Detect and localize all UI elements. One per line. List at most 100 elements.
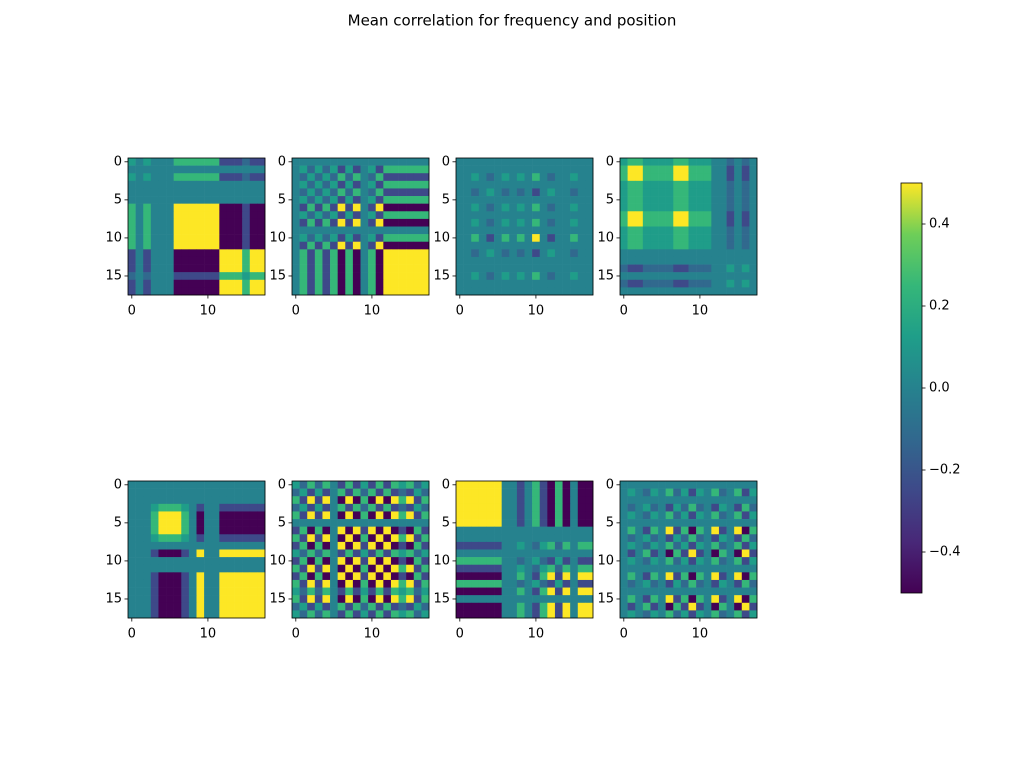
heatmap-cell: [196, 587, 205, 596]
heatmap-cell: [330, 534, 338, 543]
heatmap-cell: [383, 203, 392, 212]
heatmap-cell: [135, 557, 144, 566]
heatmap-cell: [219, 165, 228, 174]
heatmap-cell: [330, 579, 338, 588]
heatmap-cell: [307, 549, 316, 558]
heatmap-cell: [627, 272, 636, 281]
heatmap-cell: [375, 203, 384, 212]
heatmap-cell: [398, 526, 407, 535]
heatmap-cell: [554, 158, 563, 166]
heatmap-cell: [398, 264, 407, 273]
heatmap-cell: [680, 526, 689, 535]
heatmap-cell: [696, 173, 705, 182]
heatmap-cell: [292, 587, 300, 596]
heatmap-cell: [398, 188, 407, 197]
heatmap-cell: [204, 610, 213, 619]
heatmap-cell: [547, 579, 556, 588]
heatmap-cell: [383, 234, 392, 243]
heatmap-cell: [501, 549, 510, 558]
heatmap-cell: [299, 180, 308, 189]
heatmap-cell: [509, 564, 518, 573]
heatmap-cell: [337, 541, 346, 550]
heatmap-cell: [658, 541, 666, 550]
heatmap-cell: [406, 519, 415, 527]
heatmap-cell: [562, 180, 571, 189]
heatmap-cell: [539, 488, 548, 497]
heatmap-cell: [219, 526, 228, 535]
heatmap-cell: [680, 557, 689, 566]
heatmap-cell: [570, 557, 579, 566]
heatmap-cell: [635, 226, 644, 235]
heatmap-cell: [486, 226, 495, 235]
heatmap-cell: [390, 249, 399, 258]
heatmap-cell: [413, 572, 422, 581]
heatmap-cell: [673, 496, 682, 505]
heatmap-cell: [150, 226, 159, 235]
heatmap-cell: [673, 564, 682, 573]
heatmap-cell: [383, 165, 392, 174]
heatmap-cell: [703, 557, 712, 566]
heatmap-cell: [673, 158, 682, 166]
heatmap-cell: [322, 587, 331, 596]
heatmap-cell: [219, 488, 228, 497]
heatmap-cell: [749, 579, 758, 588]
heatmap-cell: [696, 241, 705, 250]
heatmap-cell: [249, 534, 258, 543]
heatmap-cell: [188, 511, 197, 520]
heatmap-cell: [524, 541, 533, 550]
heatmap-cell: [562, 488, 571, 497]
heatmap-cell: [226, 226, 235, 235]
heatmap-cell: [711, 196, 720, 204]
heatmap-cell: [673, 534, 682, 543]
heatmap-cell: [577, 541, 586, 550]
heatmap-cell: [673, 572, 682, 581]
heatmap-cell: [299, 541, 308, 550]
heatmap-cell: [494, 587, 502, 596]
heatmap-cell: [741, 196, 750, 204]
heatmap-cell: [158, 496, 167, 505]
heatmap-cell: [554, 196, 563, 204]
heatmap-cell: [314, 211, 323, 220]
heatmap-cell: [173, 272, 182, 281]
heatmap-cell: [242, 511, 251, 520]
heatmap-cell: [166, 549, 174, 558]
heatmap-cell: [516, 519, 525, 527]
heatmap-cell: [516, 511, 525, 520]
heatmap-cell: [390, 541, 399, 550]
heatmap-cell: [688, 526, 697, 535]
heatmap-cell: [173, 287, 182, 296]
heatmap-cell: [219, 188, 228, 197]
heatmap-cell: [242, 595, 251, 604]
heatmap-cell: [330, 602, 338, 611]
heatmap-cell: [375, 496, 384, 505]
heatmap-cell: [509, 234, 518, 243]
heatmap-cell: [665, 587, 674, 596]
heatmap-cell: [570, 519, 579, 527]
heatmap-cell: [741, 602, 750, 611]
heatmap-cell: [219, 572, 228, 581]
heatmap-cell: [620, 534, 628, 543]
heatmap-cell: [577, 234, 586, 243]
heatmap-cell: [562, 541, 571, 550]
heatmap-cell: [501, 503, 510, 512]
heatmap-cell: [249, 488, 258, 497]
heatmap-cell: [196, 595, 205, 604]
heatmap-cell: [635, 279, 644, 288]
heatmap-cell: [635, 488, 644, 497]
heatmap-cell: [554, 595, 563, 604]
heatmap-cell: [204, 564, 213, 573]
y-tick-label: 10: [269, 553, 286, 568]
heatmap-cell: [322, 572, 331, 581]
heatmap-cell: [554, 534, 563, 543]
heatmap-cell: [188, 519, 197, 527]
heatmap-cell: [570, 564, 579, 573]
heatmap-cell: [749, 249, 758, 258]
heatmap-cell: [211, 203, 220, 212]
heatmap-cell: [494, 511, 502, 520]
heatmap-cell: [292, 203, 300, 212]
heatmap-cell: [463, 549, 472, 558]
heatmap-cell: [330, 496, 338, 505]
heatmap-cell: [143, 481, 152, 489]
heatmap-cell: [219, 249, 228, 258]
